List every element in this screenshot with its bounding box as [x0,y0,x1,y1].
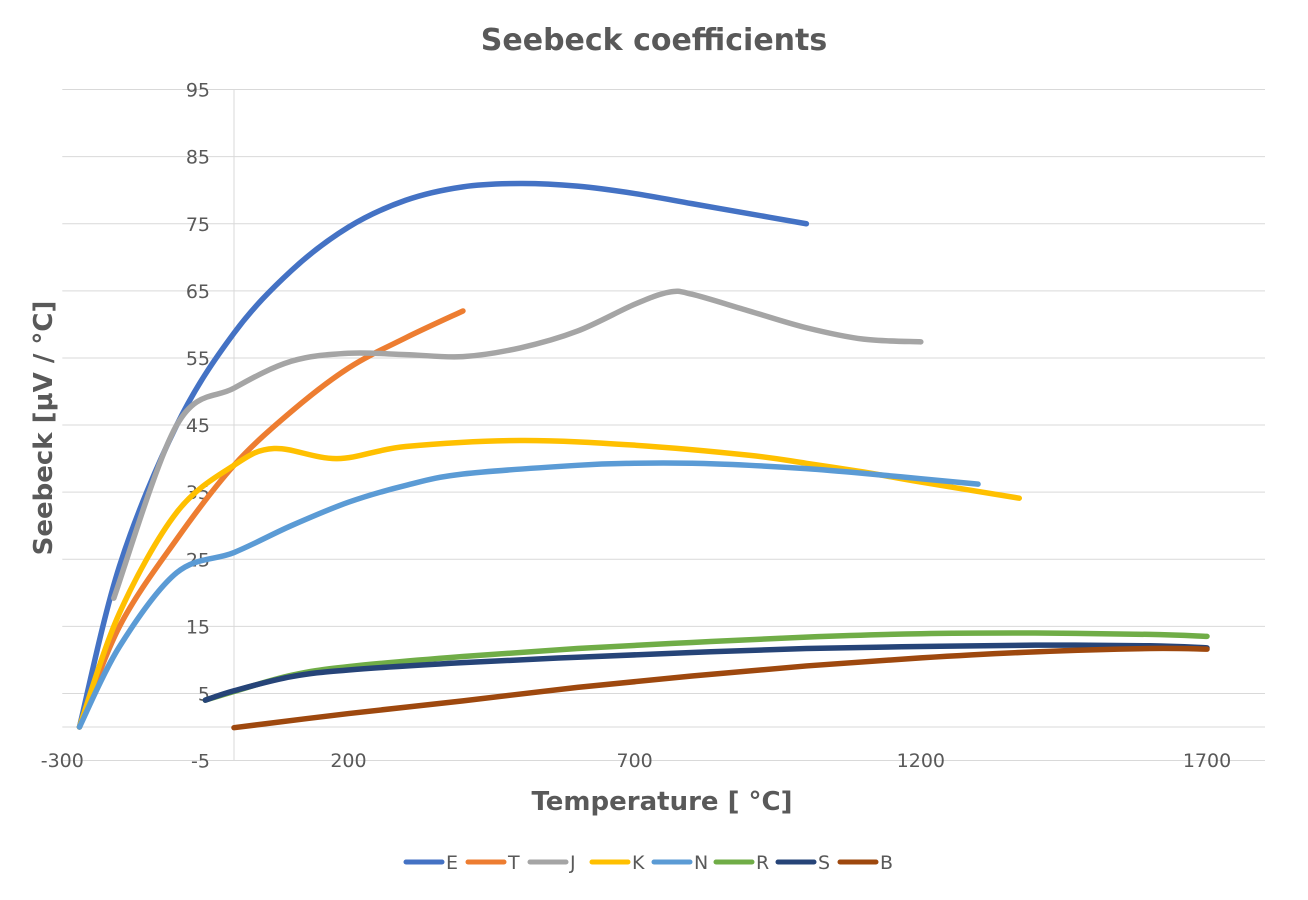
legend-item-E: E [403,852,458,874]
legend-label: E [446,852,458,874]
series-line-J [111,288,924,601]
series-lines [76,180,1210,731]
y-axis-label: Seebeck [µV / °C] [29,301,59,556]
legend-label: T [507,852,520,874]
x-tick-label: 1200 [897,750,945,772]
legend-label: K [632,852,645,874]
y-tick-label: 65 [186,281,210,303]
legend-label: S [818,852,830,874]
x-tick-label: 1700 [1183,750,1231,772]
chart-title: Seebeck coefficients [481,23,827,58]
x-axis-label: Temperature [ °C] [532,787,793,817]
legend-item-S: S [775,852,830,874]
x-tick-label: 200 [330,750,366,772]
legend-label: N [694,852,708,874]
gridlines [62,89,1265,762]
series-line-T [76,308,466,730]
y-tick-label: 95 [186,80,210,102]
y-tick-label: -5 [191,751,210,773]
y-tick-label: 55 [186,348,210,370]
legend-label: B [880,852,893,874]
series-line-N [76,460,981,730]
x-tick-labels: -300 200 700 1200 1700 [41,750,1231,772]
y-tick-label: 15 [186,616,210,638]
legend-label: J [569,852,576,874]
legend-item-B: B [837,852,893,874]
series-line-E [76,180,810,730]
series-line-S [202,642,1210,703]
legend-item-T: T [465,852,520,874]
legend-label: R [756,852,769,874]
series-line-B [231,645,1210,731]
x-tick-label: -300 [41,750,84,772]
legend-item-J: J [527,852,576,874]
y-tick-label: 85 [186,147,210,169]
legend-item-R: R [713,852,769,874]
y-tick-label: 45 [186,415,210,437]
legend-item-N: N [651,852,708,874]
legend-item-K: K [589,852,645,874]
x-tick-label: 700 [617,750,653,772]
y-tick-label: 75 [186,214,210,236]
